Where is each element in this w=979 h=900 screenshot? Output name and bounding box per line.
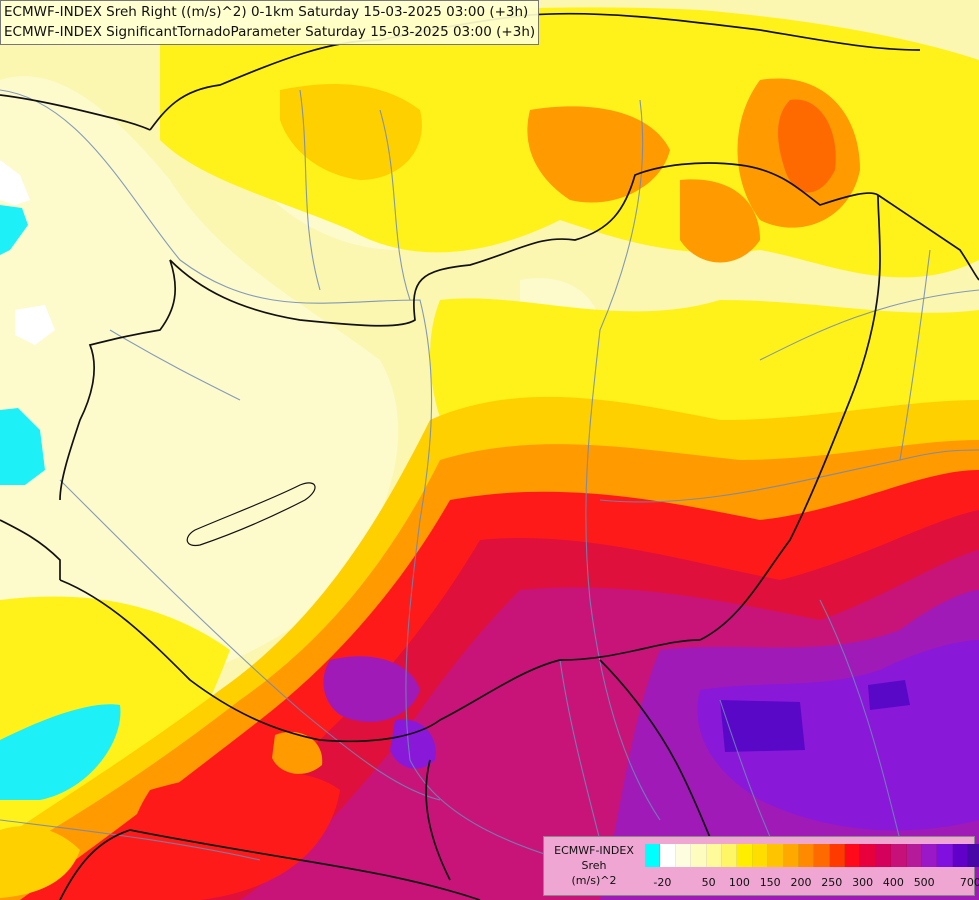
country-borders bbox=[0, 12, 979, 900]
legend-swatch bbox=[952, 844, 969, 867]
field-pale-west bbox=[0, 76, 399, 720]
map-title-box: ECMWF-INDEX Sreh Right ((m/s)^2) 0-1km S… bbox=[0, 0, 540, 45]
legend-tick-label: 700 bbox=[959, 876, 979, 889]
legend-swatch bbox=[752, 844, 769, 867]
river-raab bbox=[109, 329, 241, 401]
legend-swatch bbox=[860, 844, 876, 867]
field-white-west bbox=[0, 160, 30, 205]
legend-swatch bbox=[875, 844, 892, 867]
river-siret bbox=[899, 249, 931, 461]
river-vah bbox=[299, 89, 321, 291]
border-rs-ba bbox=[425, 759, 451, 881]
river-hron bbox=[379, 109, 411, 301]
border-at-hu bbox=[59, 259, 177, 501]
legend-ticks: -20 50 100 150 200 250 300 400 500 700 bbox=[645, 876, 979, 890]
map-title-line-1: ECMWF-INDEX Sreh Right ((m/s)^2) 0-1km S… bbox=[4, 4, 529, 20]
legend-swatch bbox=[691, 844, 707, 867]
field-violet-east bbox=[697, 640, 979, 831]
legend-swatch bbox=[968, 844, 979, 867]
legend-swatch bbox=[706, 844, 722, 867]
legend-swatches bbox=[645, 844, 979, 867]
legend-swatch bbox=[906, 844, 923, 867]
legend-title-line-2: Sreh bbox=[581, 859, 607, 872]
river-drava bbox=[59, 479, 441, 801]
map-title-line-2: ECMWF-INDEX SignificantTornadoParameter … bbox=[4, 24, 536, 40]
river-somes bbox=[759, 289, 979, 361]
border-hu-hr bbox=[59, 579, 441, 743]
legend-tick-label: 500 bbox=[913, 876, 935, 889]
field-deep-orange-ne bbox=[778, 99, 836, 193]
legend-swatch bbox=[814, 844, 830, 867]
field-cyan-sw bbox=[0, 704, 121, 800]
field-violet-center bbox=[390, 719, 436, 769]
field-gold-sw bbox=[0, 826, 80, 898]
legend-swatch bbox=[675, 844, 692, 867]
legend-tick-label: 300 bbox=[852, 876, 874, 889]
field-gold-north bbox=[280, 84, 422, 180]
river-sava bbox=[0, 819, 261, 861]
legend-title-line-3: (m/s)^2 bbox=[571, 874, 617, 887]
lake-balaton bbox=[186, 482, 316, 547]
field-orange-east bbox=[680, 179, 760, 263]
field-white-west-2 bbox=[15, 305, 55, 345]
legend-swatch bbox=[768, 844, 784, 867]
field-cyan-west-2 bbox=[0, 408, 45, 485]
border-hr-ba bbox=[59, 829, 481, 900]
legend-tick-label: 100 bbox=[728, 876, 750, 889]
legend-title: ECMWF-INDEX Sreh (m/s)^2 bbox=[544, 843, 644, 888]
field-indigo-core-2 bbox=[868, 680, 910, 710]
legend-tick-label: -20 bbox=[653, 876, 672, 889]
river-tisza bbox=[585, 99, 661, 821]
border-ro-ua bbox=[877, 194, 979, 281]
color-legend: ECMWF-INDEX Sreh (m/s)^2 -20 50 100 150 200 2… bbox=[543, 836, 979, 896]
legend-tick-label: 200 bbox=[790, 876, 812, 889]
legend-swatch bbox=[798, 844, 815, 867]
border-hu-ro bbox=[699, 194, 881, 641]
field-cyan-west bbox=[0, 205, 28, 255]
legend-swatch bbox=[783, 844, 799, 867]
legend-swatch bbox=[645, 844, 661, 867]
legend-swatch bbox=[721, 844, 738, 867]
legend-swatch bbox=[937, 844, 953, 867]
border-west-edge bbox=[0, 94, 151, 131]
legend-swatch bbox=[737, 844, 753, 867]
field-orange-sw-spot bbox=[272, 731, 323, 774]
legend-swatch bbox=[660, 844, 676, 867]
legend-swatch bbox=[829, 844, 846, 867]
border-sk-hu bbox=[169, 162, 879, 327]
border-hu-rs bbox=[439, 639, 701, 721]
river-mures bbox=[599, 449, 979, 503]
field-purple-center bbox=[323, 656, 420, 722]
legend-swatch bbox=[922, 844, 938, 867]
legend-swatch bbox=[891, 844, 907, 867]
field-red-sw bbox=[120, 771, 340, 900]
legend-swatch bbox=[845, 844, 861, 867]
field-indigo-core bbox=[720, 700, 805, 752]
border-si-hr bbox=[0, 519, 61, 580]
legend-title-line-1: ECMWF-INDEX bbox=[554, 844, 634, 857]
legend-tick-label: 250 bbox=[821, 876, 843, 889]
legend-tick-label: 50 bbox=[701, 876, 716, 889]
legend-tick-label: 400 bbox=[882, 876, 904, 889]
river-olt bbox=[819, 599, 901, 841]
legend-tick-label: 150 bbox=[759, 876, 781, 889]
